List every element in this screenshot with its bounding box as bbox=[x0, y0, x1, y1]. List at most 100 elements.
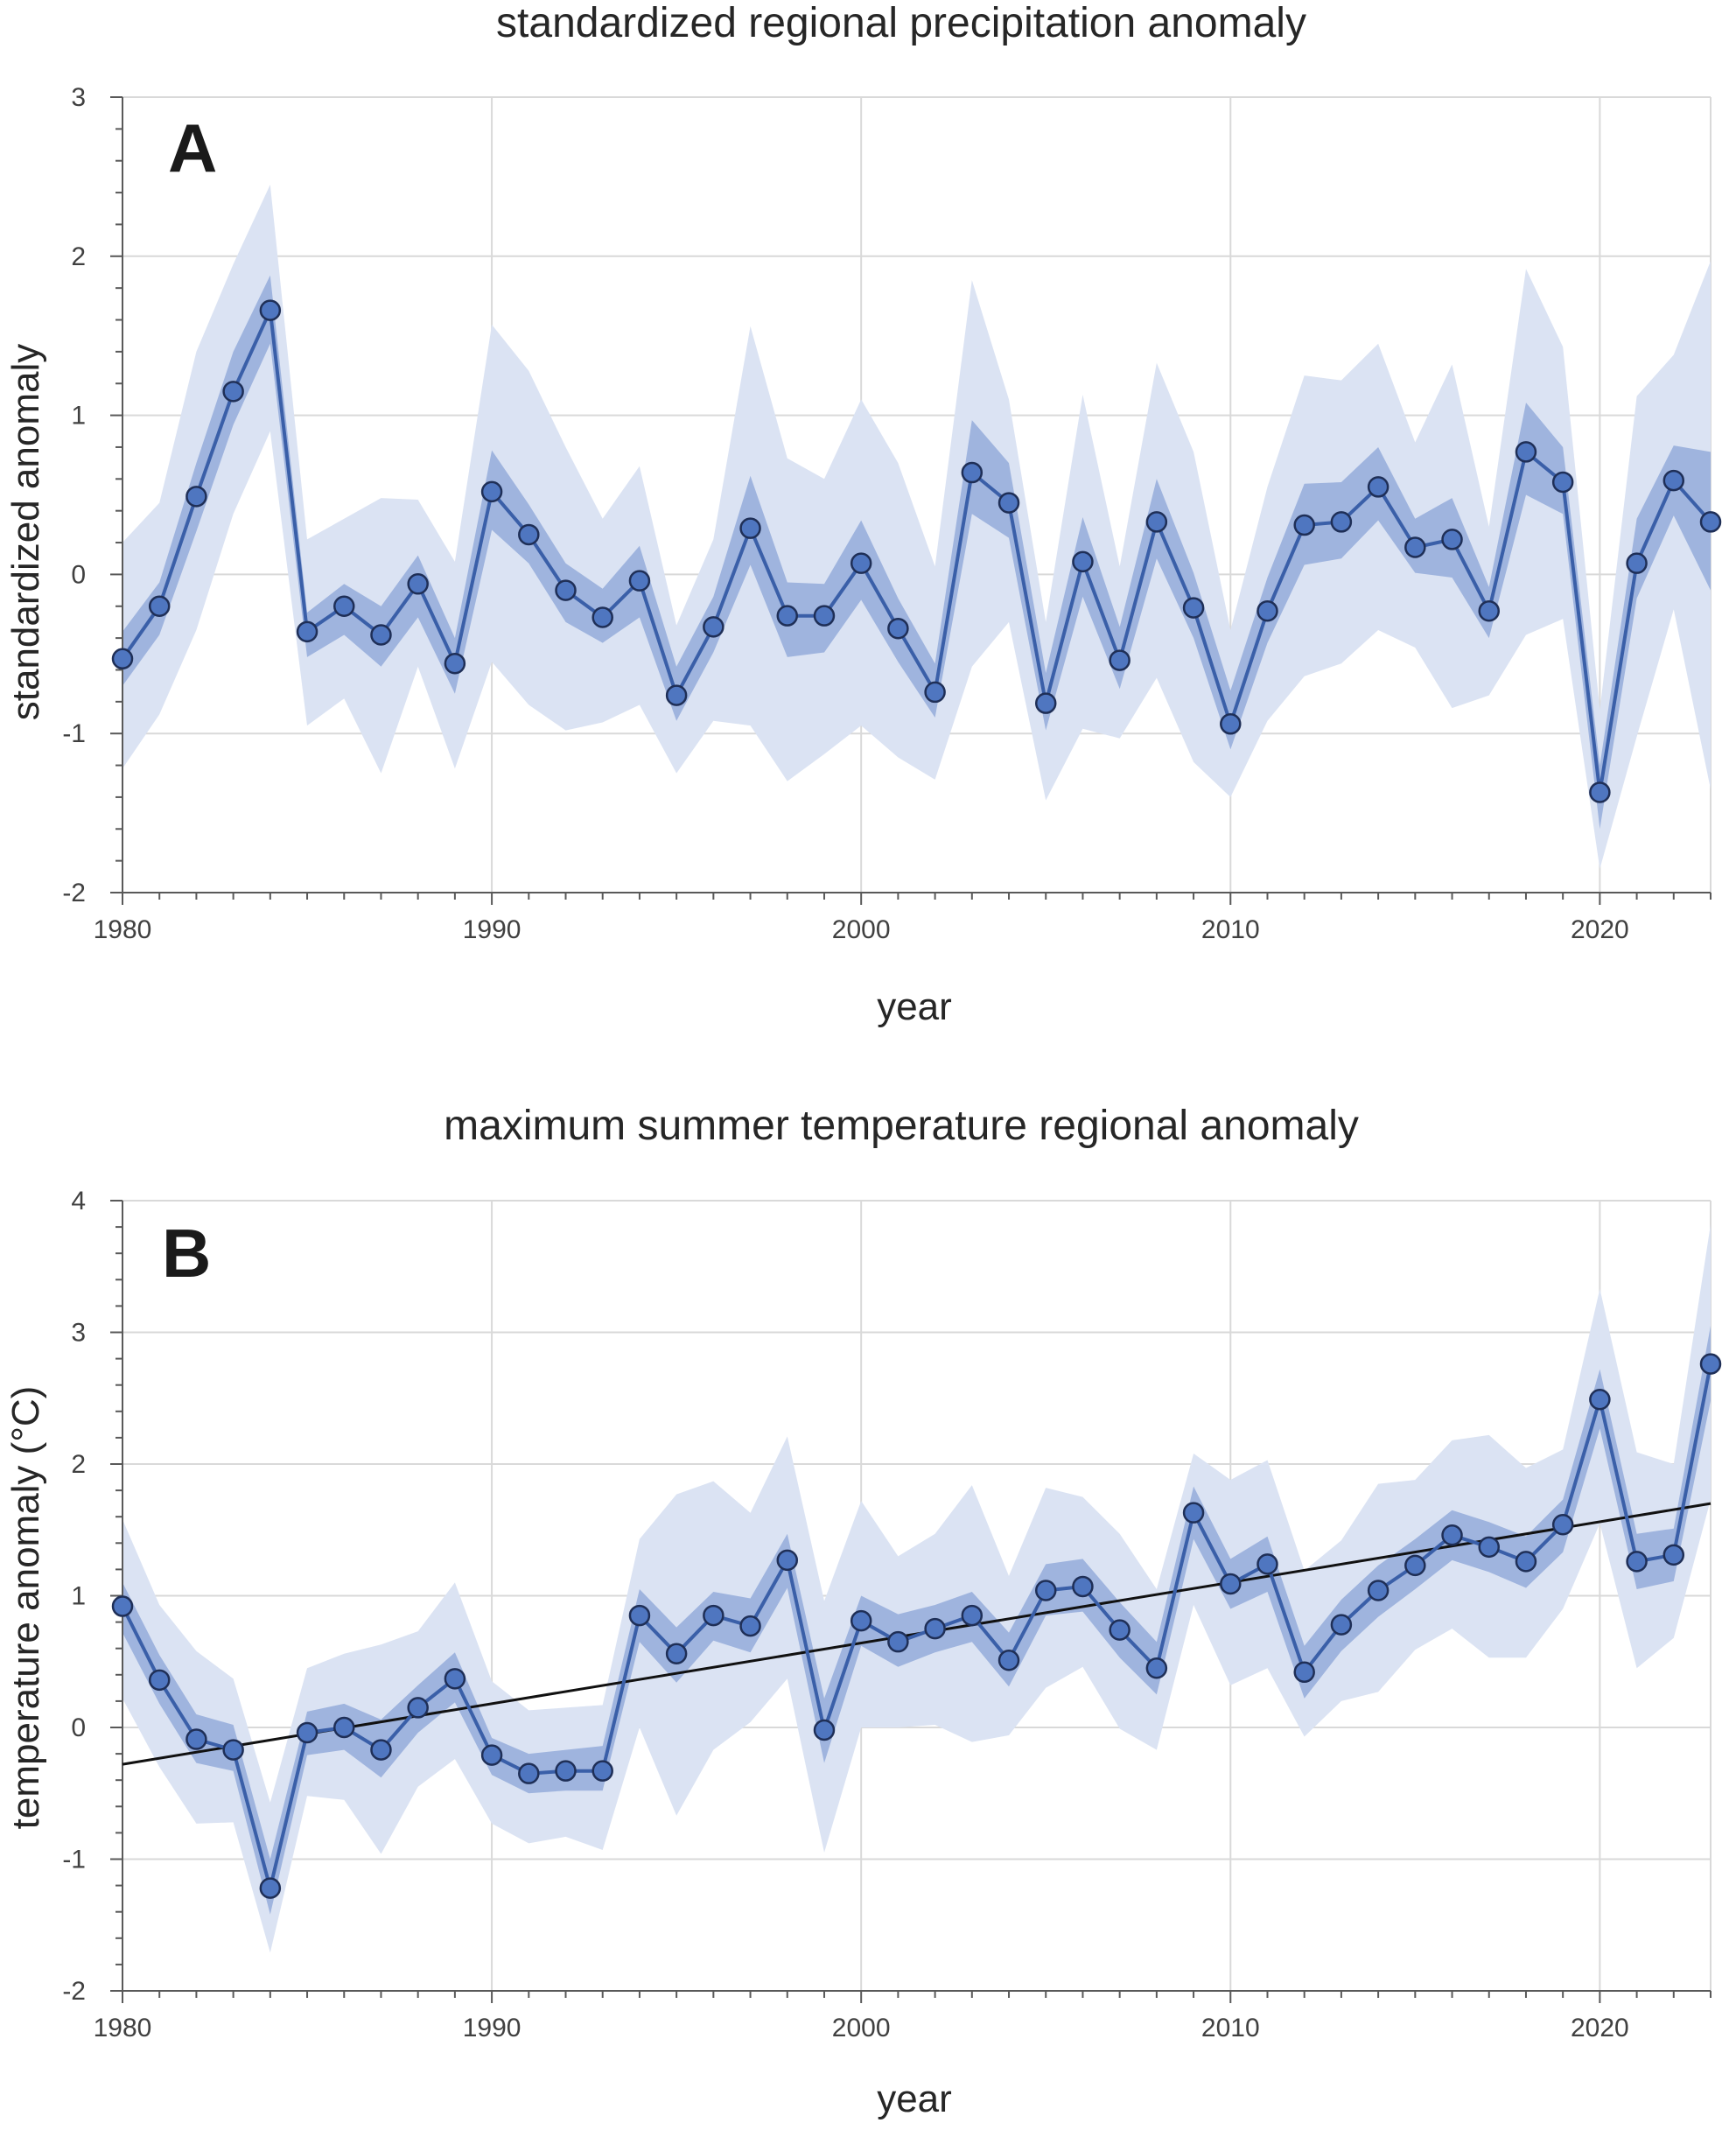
y-axis-label-b: temperature anomaly (°C) bbox=[4, 1386, 47, 1830]
data-point-b-2020 bbox=[1589, 1389, 1611, 1411]
x-tick-label: 1990 bbox=[463, 915, 522, 944]
data-point-b-2008 bbox=[1145, 1657, 1168, 1679]
data-point-a-2005 bbox=[1034, 692, 1057, 714]
data-point-b-1998 bbox=[776, 1549, 799, 1572]
x-axis-label-b: year bbox=[877, 2077, 952, 2120]
data-point-b-2004 bbox=[998, 1649, 1020, 1671]
data-point-b-1988 bbox=[407, 1697, 429, 1719]
y-tick-label: 1 bbox=[71, 402, 86, 431]
data-point-b-1980 bbox=[111, 1595, 134, 1617]
x-tick-label: 2000 bbox=[832, 915, 891, 944]
y-tick-label: -2 bbox=[62, 1977, 86, 2006]
data-point-a-1997 bbox=[739, 517, 761, 539]
data-point-b-1993 bbox=[592, 1760, 613, 1782]
data-point-a-2020 bbox=[1589, 781, 1611, 803]
x-tick-label: 2000 bbox=[832, 2014, 891, 2042]
x-tick-label: 1980 bbox=[94, 2014, 152, 2042]
data-point-a-2008 bbox=[1145, 511, 1168, 533]
data-point-b-2001 bbox=[887, 1630, 909, 1653]
data-point-a-2017 bbox=[1478, 599, 1500, 622]
data-point-b-1997 bbox=[739, 1615, 761, 1637]
data-point-a-2019 bbox=[1551, 471, 1574, 494]
data-point-b-1990 bbox=[480, 1744, 503, 1766]
data-point-a-2003 bbox=[961, 461, 984, 484]
plot-area-b: 1980 1990 2000 2010 2020 -2 -1 0 1 2 3 4 bbox=[62, 1187, 1722, 2042]
data-point-a-2010 bbox=[1220, 713, 1242, 735]
data-point-b-1989 bbox=[444, 1668, 466, 1690]
data-point-a-2011 bbox=[1256, 599, 1278, 622]
data-point-b-2015 bbox=[1404, 1554, 1426, 1577]
data-point-b-1991 bbox=[518, 1762, 540, 1784]
data-point-a-2023 bbox=[1699, 511, 1722, 533]
data-point-b-1986 bbox=[333, 1716, 355, 1739]
data-point-a-1994 bbox=[628, 570, 651, 592]
data-point-a-2000 bbox=[850, 552, 872, 574]
data-point-a-1987 bbox=[370, 624, 392, 646]
data-point-a-1991 bbox=[518, 523, 540, 546]
data-point-a-1986 bbox=[333, 595, 355, 618]
data-point-b-2023 bbox=[1699, 1353, 1722, 1375]
outer-range-band-b bbox=[122, 1224, 1711, 1953]
data-point-b-1995 bbox=[665, 1643, 688, 1664]
data-point-a-1983 bbox=[222, 381, 244, 403]
chart-title-a: standardized regional precipitation anom… bbox=[496, 0, 1306, 46]
y-tick-label: 2 bbox=[71, 242, 86, 271]
data-point-a-2018 bbox=[1515, 441, 1537, 463]
data-point-a-2022 bbox=[1662, 469, 1685, 492]
y-tick-label: 3 bbox=[71, 1319, 86, 1348]
data-point-a-1988 bbox=[407, 573, 429, 595]
data-point-a-2006 bbox=[1072, 550, 1094, 573]
data-point-a-2001 bbox=[887, 617, 909, 640]
data-point-b-1996 bbox=[703, 1604, 724, 1627]
panel-a-precipitation-chart: 1980 1990 2000 2010 2020 -2 -1 0 1 2 3 standardized… bbox=[4, 0, 1722, 1028]
data-point-b-2009 bbox=[1182, 1502, 1205, 1524]
data-point-b-2013 bbox=[1330, 1614, 1353, 1636]
y-tick-label: -2 bbox=[62, 879, 86, 907]
panel-letter-a: A bbox=[168, 109, 217, 186]
x-tick-label: 2020 bbox=[1571, 2014, 1629, 2042]
data-point-b-1999 bbox=[813, 1719, 836, 1741]
data-point-b-1992 bbox=[555, 1760, 577, 1782]
data-point-b-1984 bbox=[259, 1877, 282, 1899]
data-point-b-2005 bbox=[1034, 1580, 1057, 1601]
data-point-b-2018 bbox=[1515, 1551, 1537, 1573]
x-tick-label: 2010 bbox=[1201, 915, 1260, 944]
data-point-a-1998 bbox=[776, 605, 799, 627]
data-point-a-2015 bbox=[1404, 536, 1426, 558]
data-point-b-2003 bbox=[961, 1604, 984, 1627]
data-point-b-2002 bbox=[924, 1617, 946, 1640]
y-tick-label: 3 bbox=[71, 83, 86, 112]
data-point-a-2014 bbox=[1367, 476, 1390, 498]
data-point-a-1981 bbox=[148, 595, 171, 618]
data-point-a-1989 bbox=[444, 652, 466, 675]
data-point-a-2012 bbox=[1293, 514, 1315, 536]
data-point-a-2016 bbox=[1441, 529, 1463, 550]
data-point-a-1990 bbox=[480, 480, 503, 503]
data-point-a-2009 bbox=[1182, 597, 1205, 619]
x-tick-label: 2010 bbox=[1201, 2014, 1260, 2042]
data-point-b-2014 bbox=[1367, 1580, 1390, 1601]
data-point-a-1985 bbox=[296, 620, 318, 643]
data-point-b-2016 bbox=[1441, 1524, 1463, 1546]
data-point-a-2004 bbox=[998, 492, 1020, 514]
y-tick-label: 1 bbox=[71, 1582, 86, 1611]
data-point-b-2021 bbox=[1626, 1551, 1648, 1573]
data-point-b-1981 bbox=[148, 1669, 171, 1692]
data-point-a-1996 bbox=[703, 616, 724, 638]
data-point-b-2022 bbox=[1662, 1544, 1685, 1566]
data-point-b-1983 bbox=[222, 1739, 244, 1761]
outer-range-band-a bbox=[122, 185, 1711, 869]
x-axis-label-a: year bbox=[877, 985, 952, 1028]
data-point-a-1993 bbox=[592, 606, 613, 628]
data-point-b-2000 bbox=[850, 1609, 872, 1632]
x-tick-label: 2020 bbox=[1571, 915, 1629, 944]
data-point-b-2011 bbox=[1256, 1553, 1278, 1575]
plot-area-a: 1980 1990 2000 2010 2020 -2 -1 0 1 2 3 bbox=[62, 83, 1722, 944]
y-tick-label: 4 bbox=[71, 1187, 86, 1216]
data-point-b-2019 bbox=[1551, 1513, 1574, 1536]
data-point-a-1980 bbox=[111, 648, 134, 670]
y-tick-label: 0 bbox=[71, 1713, 86, 1742]
data-point-a-1982 bbox=[186, 486, 207, 508]
panel-letter-b: B bbox=[162, 1215, 211, 1292]
